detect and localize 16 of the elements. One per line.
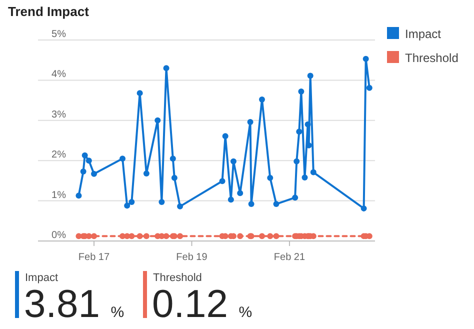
legend-label: Impact xyxy=(405,27,442,41)
text: Threshold xyxy=(153,272,202,284)
x-tick-label: Feb 17 xyxy=(78,252,110,263)
y-tick-label: 0% xyxy=(52,230,66,241)
y-tick-label: 5% xyxy=(52,29,66,40)
legend-label: Threshold xyxy=(405,51,458,65)
y-tick-label: 4% xyxy=(52,69,66,80)
x-tick-label: Feb 19 xyxy=(176,252,208,263)
y-tick-label: 1% xyxy=(52,190,66,201)
y-tick-label: 3% xyxy=(52,109,66,120)
y-tick-label: 2% xyxy=(52,150,66,161)
text: Impact xyxy=(25,272,58,284)
text: 3.81 % xyxy=(24,283,124,326)
chart-title: Trend Impact xyxy=(8,4,90,19)
x-tick-label: Feb 21 xyxy=(274,252,306,263)
text: 0.12 % xyxy=(152,283,252,326)
